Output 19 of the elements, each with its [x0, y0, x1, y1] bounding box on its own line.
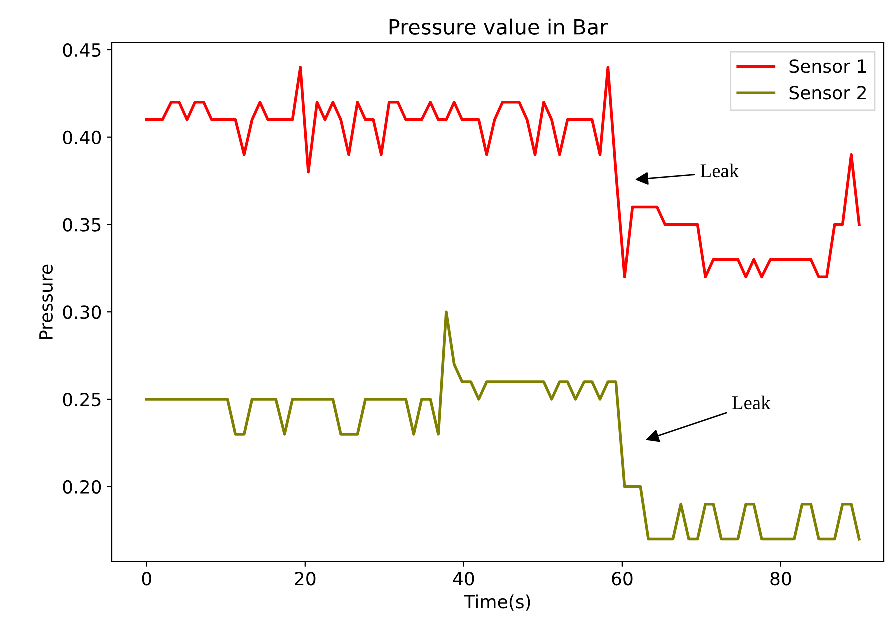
y-tick-label: 0.35	[63, 218, 101, 232]
legend-label: Sensor 2	[790, 86, 866, 100]
line-series	[145, 310, 861, 541]
x-tick-label: 0	[142, 572, 152, 586]
y-axis-title: Pressure	[40, 264, 54, 340]
x-tick-label: 20	[295, 572, 316, 586]
annotation: Leak	[732, 396, 771, 410]
x-axis-title: Time(s)	[464, 594, 530, 611]
chart-title: Pressure value in Bar	[390, 18, 608, 35]
x-tick-label: 60	[612, 572, 633, 586]
legend-label: Sensor 1	[790, 60, 866, 74]
annotation: Leak	[700, 164, 740, 178]
y-tick-label: 0.20	[63, 480, 102, 494]
y-tick-label: 0.45	[63, 43, 101, 58]
y-tick-label: 0.40	[63, 130, 102, 144]
x-tick-label: 80	[770, 572, 792, 586]
y-tick-label: 0.25	[63, 392, 101, 407]
y-tick-label: 0.30	[63, 306, 102, 320]
x-tick-label: 40	[453, 572, 474, 586]
